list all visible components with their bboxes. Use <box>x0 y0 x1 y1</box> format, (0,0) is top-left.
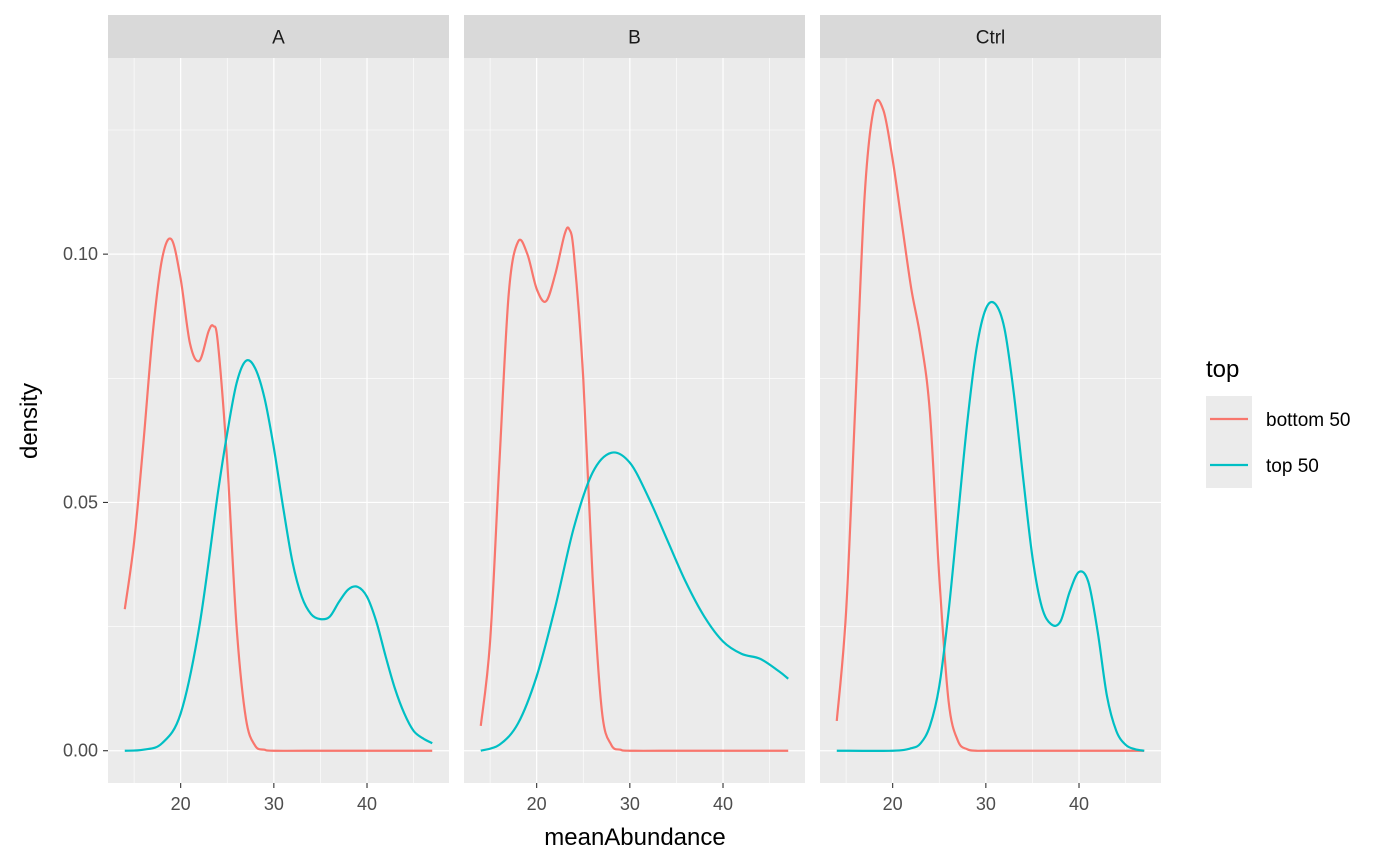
panel-ctrl: Ctrl 20 30 40 <box>820 15 1161 814</box>
strip-background <box>108 15 449 58</box>
density-line-top-50 <box>836 300 1145 753</box>
panel-b: B 20 30 40 <box>464 15 805 814</box>
strip-label: Ctrl <box>976 28 1006 49</box>
density-line-top-50 <box>480 451 789 752</box>
y-tick-label: 0.10 <box>63 244 98 264</box>
x-tick-label: 20 <box>171 794 191 814</box>
y-tick-label: 0.00 <box>63 741 98 761</box>
panel-background <box>820 58 1161 783</box>
x-tick-label: 40 <box>357 794 377 814</box>
strip-background <box>820 15 1161 58</box>
strip-label: A <box>272 28 285 49</box>
strip-label: B <box>628 28 641 49</box>
x-tick-label: 20 <box>883 794 903 814</box>
y-tick-label: 0.05 <box>63 492 98 512</box>
x-tick-label: 40 <box>1069 794 1089 814</box>
panel-background <box>108 58 449 783</box>
x-tick-label: 30 <box>620 794 640 814</box>
x-tick-label: 40 <box>713 794 733 814</box>
legend-label-top-50: top 50 <box>1266 456 1319 477</box>
x-tick-label: 20 <box>527 794 547 814</box>
density-line-top-50 <box>124 359 433 752</box>
legend-key-background <box>1206 396 1252 488</box>
x-tick-label: 30 <box>264 794 284 814</box>
legend-label-bottom-50: bottom 50 <box>1266 410 1351 431</box>
y-tick-labels: 0.00 0.05 0.10 <box>63 244 108 761</box>
panel-background <box>464 58 805 783</box>
strip-background <box>464 15 805 58</box>
density-line-bottom-50 <box>835 98 1145 752</box>
legend-title: top <box>1206 356 1239 383</box>
panels-layer: 0.00 0.05 0.10 A 20 30 40 B 20 30 40 Ctrl 20 30 40 <box>63 15 1161 814</box>
density-line-bottom-50 <box>479 226 789 752</box>
panel-a: A 20 30 40 <box>108 15 449 814</box>
density-line-bottom-50 <box>123 237 433 752</box>
x-axis-title: meanAbundance <box>544 824 725 851</box>
x-tick-label: 30 <box>976 794 996 814</box>
y-axis-title: density <box>16 383 43 459</box>
legend: top bottom 50 top 50 <box>1206 356 1351 488</box>
